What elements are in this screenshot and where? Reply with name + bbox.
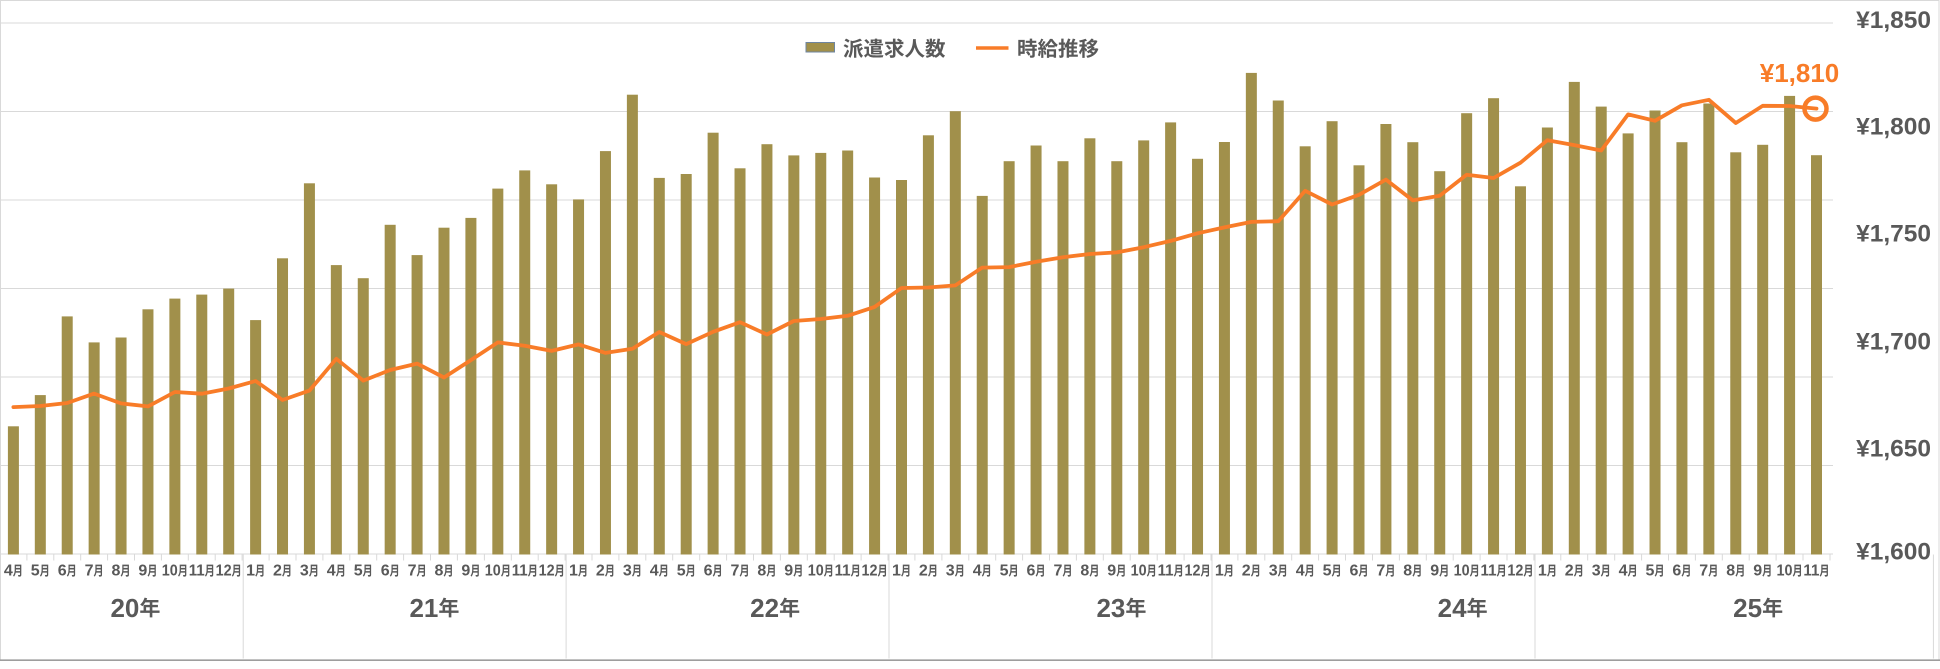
svg-text:3: 3 xyxy=(1592,563,1601,580)
svg-text:¥1,800: ¥1,800 xyxy=(1856,114,1931,141)
svg-text:23: 23 xyxy=(1096,593,1125,623)
svg-text:¥1,750: ¥1,750 xyxy=(1856,221,1931,248)
svg-text:1: 1 xyxy=(246,563,255,580)
svg-text:7: 7 xyxy=(85,563,94,580)
svg-text:5: 5 xyxy=(354,563,363,580)
svg-text:20: 20 xyxy=(110,593,139,623)
svg-text:12: 12 xyxy=(1185,563,1201,580)
svg-text:9: 9 xyxy=(1107,563,1116,580)
svg-text:1: 1 xyxy=(1215,563,1224,580)
svg-text:11: 11 xyxy=(835,563,851,580)
svg-text:8: 8 xyxy=(111,563,120,580)
svg-text:10: 10 xyxy=(1777,563,1793,580)
svg-text:12: 12 xyxy=(1507,563,1523,580)
svg-text:5: 5 xyxy=(1000,563,1009,580)
svg-text:6: 6 xyxy=(704,563,713,580)
svg-text:¥1,650: ¥1,650 xyxy=(1856,436,1931,463)
svg-text:8: 8 xyxy=(1080,563,1089,580)
svg-text:7: 7 xyxy=(408,563,417,580)
svg-text:11: 11 xyxy=(189,563,205,580)
svg-text:7: 7 xyxy=(1376,563,1385,580)
svg-text:6: 6 xyxy=(1026,563,1035,580)
svg-text:6: 6 xyxy=(58,563,67,580)
svg-text:10: 10 xyxy=(808,563,824,580)
svg-text:11: 11 xyxy=(512,563,528,580)
svg-text:7: 7 xyxy=(1699,563,1708,580)
svg-text:5: 5 xyxy=(1323,563,1332,580)
svg-text:24: 24 xyxy=(1438,593,1467,623)
svg-text:9: 9 xyxy=(784,563,793,580)
svg-text:3: 3 xyxy=(1269,563,1278,580)
svg-text:¥1,700: ¥1,700 xyxy=(1856,329,1931,356)
svg-text:5: 5 xyxy=(1645,563,1654,580)
svg-text:1: 1 xyxy=(1538,563,1547,580)
svg-text:2: 2 xyxy=(1565,563,1574,580)
svg-text:¥1,850: ¥1,850 xyxy=(1856,7,1931,34)
svg-text:21: 21 xyxy=(409,593,438,623)
svg-text:5: 5 xyxy=(31,563,40,580)
svg-text:3: 3 xyxy=(946,563,955,580)
svg-text:3: 3 xyxy=(623,563,632,580)
svg-text:3: 3 xyxy=(300,563,309,580)
svg-text:8: 8 xyxy=(757,563,766,580)
svg-text:12: 12 xyxy=(539,563,555,580)
svg-text:12: 12 xyxy=(862,563,878,580)
svg-text:4: 4 xyxy=(973,563,982,580)
svg-text:8: 8 xyxy=(1403,563,1412,580)
svg-text:8: 8 xyxy=(434,563,443,580)
svg-text:6: 6 xyxy=(1349,563,1358,580)
svg-text:9: 9 xyxy=(461,563,470,580)
svg-text:8: 8 xyxy=(1726,563,1735,580)
svg-text:4: 4 xyxy=(1296,563,1305,580)
svg-text:6: 6 xyxy=(1672,563,1681,580)
svg-text:¥1,810: ¥1,810 xyxy=(1760,58,1840,88)
svg-text:11: 11 xyxy=(1803,563,1819,580)
svg-text:1: 1 xyxy=(569,563,578,580)
svg-text:4: 4 xyxy=(1619,563,1628,580)
svg-text:2: 2 xyxy=(273,563,282,580)
svg-text:7: 7 xyxy=(730,563,739,580)
svg-text:4: 4 xyxy=(650,563,659,580)
svg-text:10: 10 xyxy=(485,563,501,580)
svg-text:1: 1 xyxy=(892,563,901,580)
svg-text:22: 22 xyxy=(750,593,779,623)
svg-text:11: 11 xyxy=(1481,563,1497,580)
svg-text:9: 9 xyxy=(1430,563,1439,580)
svg-text:11: 11 xyxy=(1158,563,1174,580)
svg-text:2: 2 xyxy=(919,563,928,580)
svg-text:7: 7 xyxy=(1053,563,1062,580)
svg-text:12: 12 xyxy=(216,563,232,580)
svg-text:25: 25 xyxy=(1733,593,1762,623)
svg-text:4: 4 xyxy=(4,563,13,580)
svg-text:4: 4 xyxy=(327,563,336,580)
svg-text:¥1,600: ¥1,600 xyxy=(1856,539,1931,566)
svg-text:10: 10 xyxy=(1131,563,1147,580)
svg-text:6: 6 xyxy=(381,563,390,580)
svg-text:9: 9 xyxy=(138,563,147,580)
svg-text:2: 2 xyxy=(1242,563,1251,580)
svg-text:9: 9 xyxy=(1753,563,1762,580)
svg-text:2: 2 xyxy=(596,563,605,580)
svg-text:10: 10 xyxy=(1454,563,1470,580)
svg-text:10: 10 xyxy=(162,563,178,580)
svg-text:5: 5 xyxy=(677,563,686,580)
